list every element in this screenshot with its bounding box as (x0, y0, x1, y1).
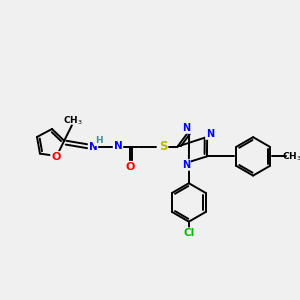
Text: O: O (126, 162, 135, 172)
Text: O: O (51, 152, 61, 162)
Text: H: H (95, 136, 103, 145)
Text: N: N (182, 123, 190, 133)
Text: N: N (206, 129, 214, 139)
Text: N: N (182, 160, 190, 170)
Text: N: N (88, 142, 98, 152)
Text: CH$_3$: CH$_3$ (63, 114, 83, 127)
Text: N: N (114, 141, 122, 151)
Text: Cl: Cl (183, 228, 194, 238)
Text: S: S (159, 140, 167, 153)
Text: CH$_3$: CH$_3$ (282, 150, 300, 163)
